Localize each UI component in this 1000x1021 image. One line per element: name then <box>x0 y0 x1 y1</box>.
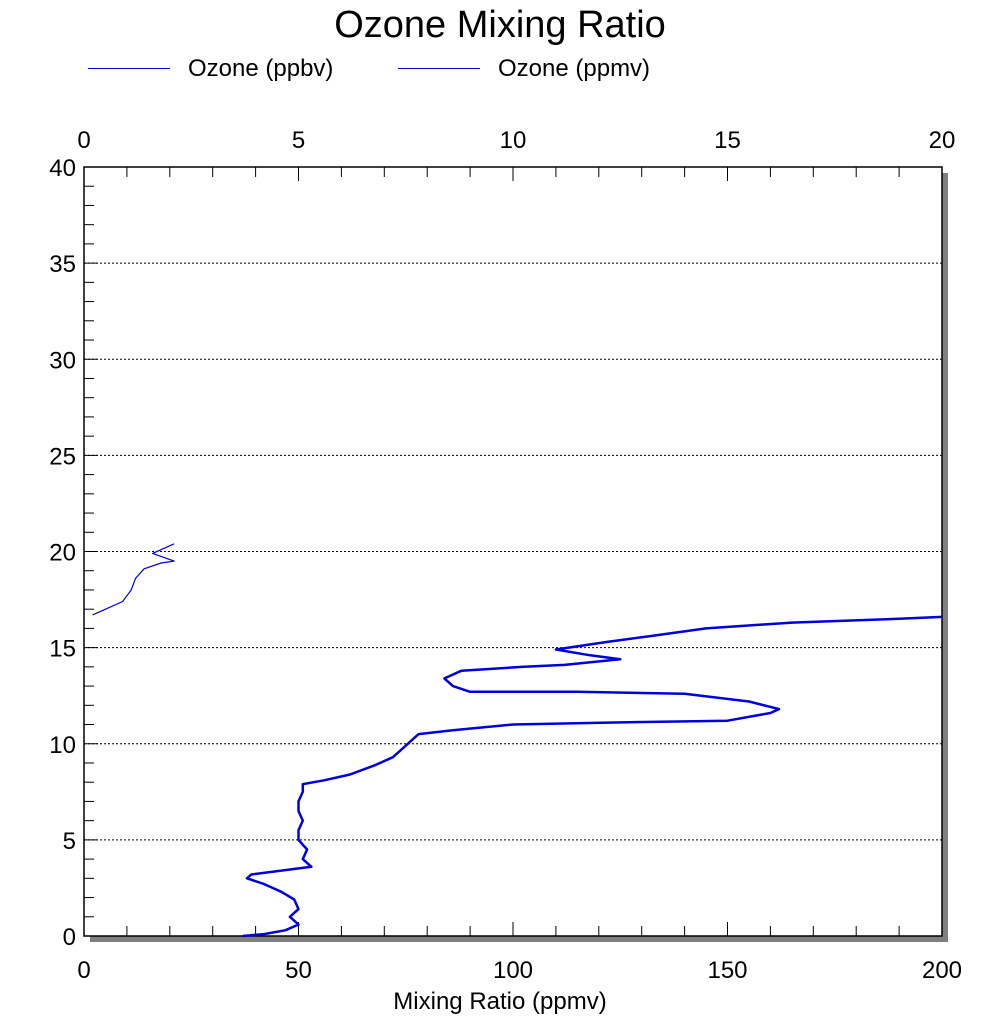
x-top-tick-label-4: 20 <box>929 127 956 154</box>
y-tick-label-5: 25 <box>49 443 76 470</box>
y-tick-label-2: 10 <box>49 732 76 759</box>
x-bottom-tick-label-4: 200 <box>922 957 962 984</box>
y-tick-label-3: 15 <box>49 636 76 663</box>
plot-shadow-right <box>942 173 948 942</box>
legend-label-ppbv: Ozone (ppbv) <box>188 55 334 82</box>
x-bottom-tick-label-3: 150 <box>707 957 747 984</box>
x-bottom-tick-label-2: 100 <box>493 957 533 984</box>
x-top-tick-label-3: 15 <box>714 127 741 154</box>
x-axis-label: Mixing Ratio (ppmv) <box>393 988 607 1015</box>
x-bottom-tick-label-1: 50 <box>285 957 312 984</box>
x-top-tick-label-0: 0 <box>77 127 90 154</box>
y-tick-label-7: 35 <box>49 251 76 278</box>
chart-title: Ozone Mixing Ratio <box>334 4 666 46</box>
x-top-tick-label-1: 5 <box>292 127 305 154</box>
x-bottom-tick-label-0: 0 <box>77 957 90 984</box>
y-tick-label-0: 0 <box>63 924 76 951</box>
series-line-ppbv <box>242 615 943 938</box>
plot-shadow-bottom <box>90 936 948 942</box>
legend-swatch-ppmv <box>398 68 480 69</box>
y-tick-label-4: 20 <box>49 540 76 567</box>
series-line-ppmv <box>92 543 175 616</box>
y-tick-label-6: 30 <box>49 347 76 374</box>
y-tick-label-1: 5 <box>63 828 76 855</box>
legend-swatch-ppbv <box>88 68 170 69</box>
x-top-tick-label-2: 10 <box>500 127 527 154</box>
y-tick-label-8: 40 <box>49 155 76 182</box>
legend-label-ppmv: Ozone (ppmv) <box>498 55 651 82</box>
